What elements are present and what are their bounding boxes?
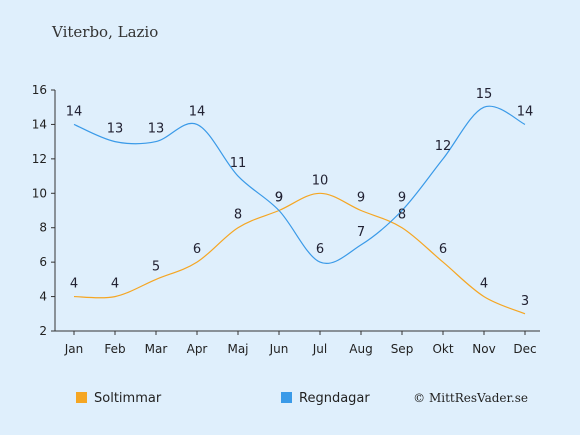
- data-label-regndagar: 13: [107, 122, 124, 137]
- data-label-regndagar: 7: [357, 225, 365, 240]
- legend-label-regndagar: Regndagar: [299, 391, 370, 406]
- data-label-regndagar: 9: [275, 191, 283, 206]
- y-tick-label: 14: [32, 117, 47, 131]
- data-label-soltimmar: 4: [111, 277, 119, 292]
- x-tick-label: Jul: [312, 342, 327, 356]
- x-tick-label: Apr: [187, 342, 208, 356]
- x-tick-label: Aug: [349, 342, 372, 356]
- y-tick-label: 6: [39, 255, 47, 269]
- data-label-soltimmar: 6: [439, 242, 447, 257]
- data-label-soltimmar: 5: [152, 259, 160, 274]
- data-label-soltimmar: 10: [312, 173, 329, 188]
- y-tick-label: 2: [39, 324, 47, 338]
- data-label-regndagar: 14: [66, 104, 83, 119]
- legend-label-soltimmar: Soltimmar: [94, 391, 162, 406]
- data-label-soltimmar: 3: [521, 294, 529, 309]
- x-tick-label: Mar: [145, 342, 168, 356]
- y-tick-label: 16: [32, 83, 47, 97]
- y-tick-label: 8: [39, 221, 47, 235]
- x-tick-label: Jun: [269, 342, 289, 356]
- data-label-regndagar: 15: [476, 87, 493, 102]
- data-label-soltimmar: 8: [234, 208, 242, 223]
- axes: 2 4 6 8 10 12 14 16 Jan Feb Mar Apr Maj Jun Jul Aug Sep O…: [32, 83, 540, 356]
- x-tick-label: Sep: [391, 342, 414, 356]
- x-tick-label: Jan: [64, 342, 84, 356]
- data-label-soltimmar: 8: [398, 208, 406, 223]
- data-label-regndagar: 11: [230, 156, 247, 171]
- data-label-regndagar: 14: [517, 104, 534, 119]
- y-tick-label: 10: [32, 186, 47, 200]
- data-label-soltimmar: 9: [275, 191, 283, 206]
- data-label-soltimmar: 6: [193, 242, 201, 257]
- data-label-regndagar: 14: [189, 104, 206, 119]
- x-tick-label: Maj: [227, 342, 248, 356]
- data-label-regndagar: 13: [148, 122, 165, 137]
- chart-title: Viterbo, Lazio: [51, 23, 158, 41]
- series-line-soltimmar: [73, 192, 526, 315]
- y-tick-label: 4: [39, 290, 47, 304]
- x-tick-label: Feb: [104, 342, 125, 356]
- data-label-soltimmar: 4: [480, 277, 488, 292]
- x-tick-label: Okt: [432, 342, 453, 356]
- legend-swatch-regndagar: [281, 392, 292, 403]
- legend-swatch-soltimmar: [76, 392, 87, 403]
- series-line-regndagar: [73, 105, 526, 264]
- credit-text: © MittResVader.se: [413, 391, 528, 405]
- data-label-regndagar: 9: [398, 191, 406, 206]
- data-label-regndagar: 6: [316, 242, 324, 257]
- data-label-soltimmar: 4: [70, 277, 78, 292]
- data-label-regndagar: 12: [435, 139, 452, 154]
- y-tick-label: 12: [32, 152, 47, 166]
- series-lines: [73, 105, 526, 315]
- x-tick-label: Nov: [472, 342, 495, 356]
- data-label-soltimmar: 9: [357, 191, 365, 206]
- legend: Soltimmar Regndagar: [76, 391, 370, 406]
- x-tick-label: Dec: [513, 342, 536, 356]
